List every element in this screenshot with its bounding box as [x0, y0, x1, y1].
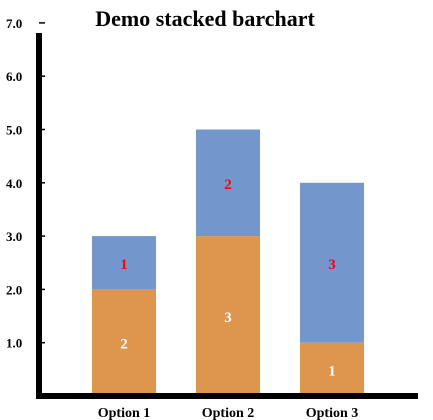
- bar-segment-top-1: [92, 236, 156, 290]
- bar-label-top-1: 1: [120, 257, 128, 273]
- axes-layer: [36, 33, 418, 399]
- x-tick-label: Option 1: [98, 406, 151, 420]
- x-tick-label: Option 2: [202, 406, 255, 420]
- y-tick-label: 5.0: [6, 123, 22, 138]
- y-tick-label: 1.0: [6, 336, 22, 351]
- bar-segment-bottom-3: [300, 342, 364, 396]
- x-ticks: Option 1 Option 2 Option 3: [98, 406, 359, 420]
- bars-layer: 2 1 3 2 1 3: [92, 129, 364, 396]
- y-tick-label: 2.0: [6, 282, 22, 297]
- bar-label-bottom-3: 1: [328, 363, 336, 379]
- bar-label-top-3: 3: [328, 257, 336, 273]
- x-tick-label: Option 3: [306, 406, 359, 420]
- bar-segment-bottom-2: [196, 236, 260, 396]
- bar-label-top-2: 2: [224, 177, 232, 193]
- y-tick-label: 4.0: [6, 176, 22, 191]
- bar-label-bottom-1: 2: [120, 337, 128, 353]
- y-ticks: 1.0 2.0 3.0 4.0 5.0 6.0 7.0: [6, 16, 45, 351]
- bar-segment-top-2: [196, 129, 260, 237]
- y-tick-label: 7.0: [6, 16, 22, 31]
- bar-segment-top-3: [300, 182, 364, 343]
- bar-segment-bottom-1: [92, 289, 156, 396]
- chart-title: Demo stacked barchart: [95, 6, 315, 31]
- y-tick-label: 3.0: [6, 229, 22, 244]
- bar-label-bottom-2: 3: [224, 310, 232, 326]
- y-tick-label: 6.0: [6, 69, 22, 84]
